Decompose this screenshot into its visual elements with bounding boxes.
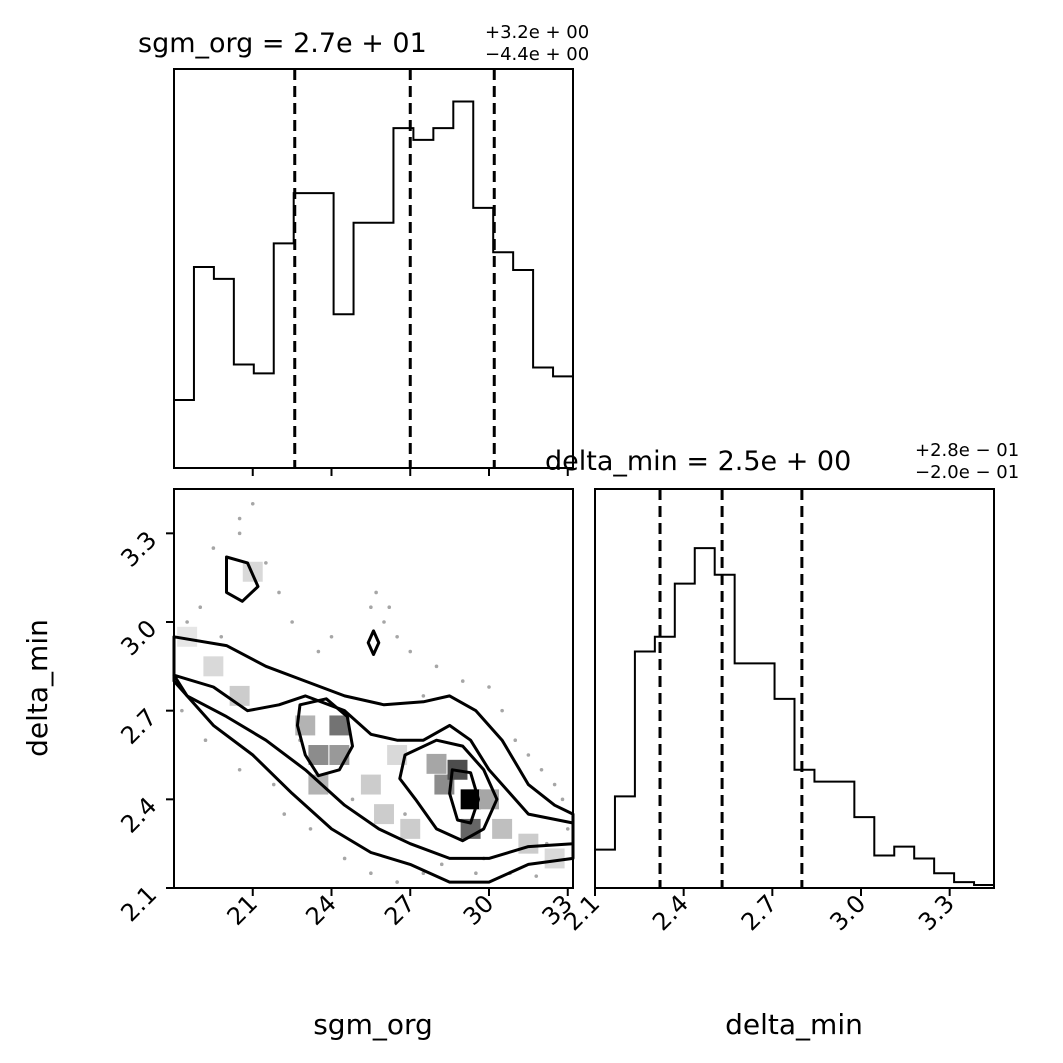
hist-delta-min-title: delta_min = 2.5e + 00 [545,446,851,477]
scatter-point [534,874,539,878]
hist-delta-min-title-sub: −2.0e − 01 [915,462,1019,483]
scatter-point [513,738,518,743]
density-cell [308,745,329,765]
contour-x-tick-label-2: 27 [379,889,420,930]
hist-delta-min-x-axis-label: delta_min [725,1008,863,1041]
scatter-point [439,862,444,867]
scatter-point [277,590,281,595]
density-cell [329,715,350,736]
contour-line-0 [172,635,575,884]
contour-x-axis-label: sgm_org [313,1008,433,1041]
density-cell [360,774,381,795]
scatter-point [250,501,255,506]
scatter-point [237,516,242,521]
hist-delta-min-tick-label-4: 3.3 [913,889,960,936]
scatter-point [382,620,386,624]
contour-y-tick-label-2: 2.7 [115,703,162,750]
scatter-point [487,685,491,689]
hist-panel-delta-min: 2.1 2.4 2.7 3.0 3.3 delta_min = 2.5e + 00 +2… [545,440,1019,1041]
scatter-point [369,605,373,610]
scatter-point [387,605,392,610]
scatter-point [408,649,413,654]
scatter-point [421,694,426,698]
contour-y-tick-label-3: 3.0 [115,614,162,661]
contour-line-2 [295,697,354,778]
density-cell [229,685,250,706]
scatter-point [290,620,294,624]
scatter-point [211,546,216,550]
scatter-point [316,649,321,654]
scatter-point [308,827,313,831]
density-cell [308,774,329,795]
hist-delta-min-frame [594,488,995,889]
contour-y-tick-label-4: 3.3 [115,526,162,573]
scatter-point [565,827,570,831]
scatter-point [526,753,531,757]
hist-delta-min-title-sup: +2.8e − 01 [915,440,1019,461]
density-cell [387,745,408,765]
hist-sgm-org-title: sgm_org = 2.7e + 01 [138,28,427,59]
hist-sgm-org-frame [173,68,574,469]
density-cell [374,804,394,825]
hist-panel-sgm-org: sgm_org = 2.7e + 01 +3.2e + 00 −4.4e + 0… [138,22,589,476]
scatter-point [237,531,242,536]
hist-sgm-org-title-sub: −4.4e + 00 [485,44,589,65]
scatter-point [434,664,439,669]
scatter-point [374,590,378,595]
scatter-point [203,738,208,743]
density-cell [400,818,421,839]
scatter-point [198,605,203,610]
contour-frame [173,488,574,889]
hist-delta-min-tick-label-2: 2.7 [736,889,783,936]
scatter-point [474,871,478,876]
scatter-point [185,620,189,624]
hist-delta-min-tick-label-3: 3.0 [824,889,871,936]
density-cell [544,848,565,869]
contour-line-3 [398,738,499,843]
scatter-point [369,871,373,876]
density-cell [518,833,539,854]
contour-y-axis-label: delta_min [21,619,54,757]
scatter-point [219,634,224,639]
density-cell [177,626,198,647]
scatter-point [560,797,565,802]
scatter-point [500,708,504,713]
scatter-point [342,856,347,861]
contour-x-tick-label-0: 21 [222,889,263,930]
scatter-point [395,880,399,884]
contour-line-6 [366,629,381,656]
scatter-point [237,767,242,772]
density-cell [492,818,513,839]
scatter-point [350,797,355,802]
contour-x-tick-label-3: 30 [458,889,499,930]
scatter-point [395,634,399,639]
scatter-point [329,634,334,639]
scatter-point [271,782,276,787]
contour-y-tick-label-0: 2.1 [115,880,162,927]
contour-panel: 21 24 27 30 33 2.12.42.73.03.3 sgm_org delta… [21,488,578,1041]
density-cell [426,753,447,774]
hist-sgm-org-steps [173,100,573,468]
hist-delta-min-steps [594,547,994,888]
hist-delta-min-tick-label-1: 2.4 [647,889,694,936]
hist-sgm-org-title-sup: +3.2e + 00 [485,22,589,43]
contour-line-5 [225,555,260,603]
scatter-point [403,812,407,816]
scatter-point [460,679,465,683]
contour-x-tick-label-1: 24 [300,889,341,930]
scatter-point [282,812,287,816]
scatter-point [552,782,557,787]
scatter-point [264,561,268,565]
density-cell [203,656,224,677]
scatter-point [539,767,544,772]
scatter-point [180,708,184,713]
contour-line-4 [448,768,480,825]
hist-delta-min-tick-label-0: 2.1 [558,889,605,936]
contour-y-tick-label-1: 2.4 [115,792,162,839]
